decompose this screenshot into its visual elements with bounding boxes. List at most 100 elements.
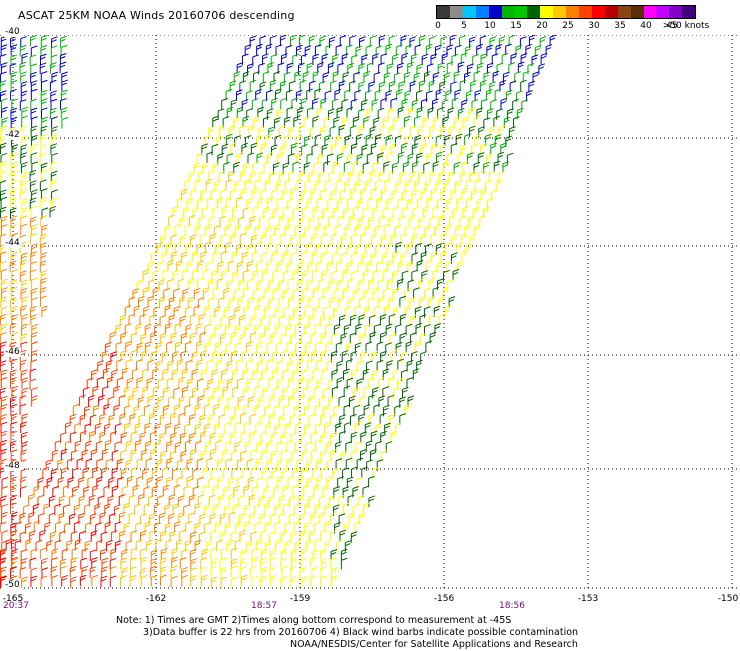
wind-barb [56, 522, 62, 533]
wind-barb [295, 541, 301, 552]
wind-barb [302, 207, 308, 218]
wind-barb [1, 269, 7, 280]
wind-barb [452, 54, 458, 65]
wind-barb [295, 323, 301, 334]
wind-barb [61, 449, 67, 460]
wind-barb [156, 361, 162, 372]
wind-barb [265, 179, 271, 190]
wind-barb [333, 207, 339, 218]
wind-barb [63, 505, 69, 516]
wind-barb [268, 496, 274, 507]
wind-barb [272, 98, 278, 109]
wind-barb [90, 431, 96, 442]
wind-barb [264, 288, 270, 299]
wind-barb [294, 307, 300, 318]
wind-barb [267, 243, 273, 254]
wind-barb [462, 251, 468, 262]
wind-barb [520, 37, 526, 48]
wind-barb [503, 162, 509, 173]
wind-barb [347, 378, 353, 389]
wind-barb [158, 261, 164, 272]
wind-barb [45, 522, 51, 533]
wind-barb [144, 405, 150, 416]
wind-barb [185, 405, 191, 416]
wind-barb [190, 576, 196, 587]
wind-barb [167, 441, 173, 452]
wind-barb [410, 125, 416, 136]
wind-barb [435, 324, 441, 335]
wind-barb [346, 343, 352, 354]
wind-barb [345, 224, 351, 235]
wind-barb [167, 342, 173, 353]
wind-barb [221, 251, 227, 262]
wind-barb [174, 306, 180, 317]
wind-barb [11, 89, 17, 100]
wind-barb [59, 496, 65, 507]
wind-barb [171, 566, 177, 577]
wind-barb [296, 440, 302, 451]
wind-barb [2, 531, 8, 542]
wind-barb [235, 325, 241, 336]
wind-barb [331, 557, 337, 568]
wind-barb [291, 333, 297, 344]
wind-barb [88, 477, 94, 488]
wind-barb [376, 180, 382, 191]
wind-barb [307, 460, 313, 471]
colorbar-segment [502, 6, 515, 18]
wind-barb [193, 469, 199, 480]
wind-barb [263, 387, 269, 398]
wind-barb [366, 134, 372, 145]
wind-barb [337, 279, 343, 290]
wind-barb [252, 576, 258, 587]
wind-barb [151, 575, 157, 586]
wind-barb [283, 503, 289, 514]
wind-barb [2, 512, 8, 523]
wind-barb [529, 35, 535, 46]
wind-barb [68, 477, 74, 488]
wind-barb [359, 414, 365, 425]
wind-barb [31, 278, 37, 289]
wind-barb [22, 116, 28, 127]
wind-barb [455, 181, 461, 192]
wind-barb [96, 523, 102, 534]
wind-barb [351, 432, 357, 443]
wind-barb [266, 541, 272, 552]
wind-barb [281, 577, 287, 588]
wind-barb [143, 469, 149, 480]
wind-barb [349, 513, 355, 524]
wind-barb [254, 386, 260, 397]
wind-barb [21, 477, 27, 488]
wind-barb [82, 450, 88, 461]
wind-barb [473, 207, 479, 218]
wind-barb [276, 539, 282, 550]
wind-barb [356, 324, 362, 335]
wind-barb [215, 423, 221, 434]
wind-barb [386, 324, 392, 335]
colorbar-segment [514, 6, 527, 18]
wind-barb [334, 505, 340, 516]
wind-barb [348, 279, 354, 290]
wind-barb [275, 424, 281, 435]
wind-barb [343, 487, 349, 498]
wind-barb [220, 567, 226, 578]
wind-barb [75, 441, 81, 452]
wind-barb [124, 406, 130, 417]
colorbar-segment [631, 6, 644, 18]
wind-barb [72, 450, 78, 461]
wind-barb [321, 433, 327, 444]
wind-barb [162, 252, 168, 263]
wind-barb [358, 261, 364, 272]
wind-barb [41, 80, 47, 91]
wind-barb [414, 180, 420, 191]
wind-barb [70, 566, 76, 577]
wind-barb [337, 361, 343, 372]
wind-barb [208, 379, 214, 390]
wind-barb [30, 531, 36, 542]
wind-barb [220, 334, 226, 345]
wind-barb [497, 63, 503, 74]
wind-barb [198, 379, 204, 390]
wind-barb [402, 190, 408, 201]
wind-barb [162, 352, 168, 363]
wind-barb [409, 298, 415, 309]
lat-label-44: -44 [4, 238, 21, 248]
